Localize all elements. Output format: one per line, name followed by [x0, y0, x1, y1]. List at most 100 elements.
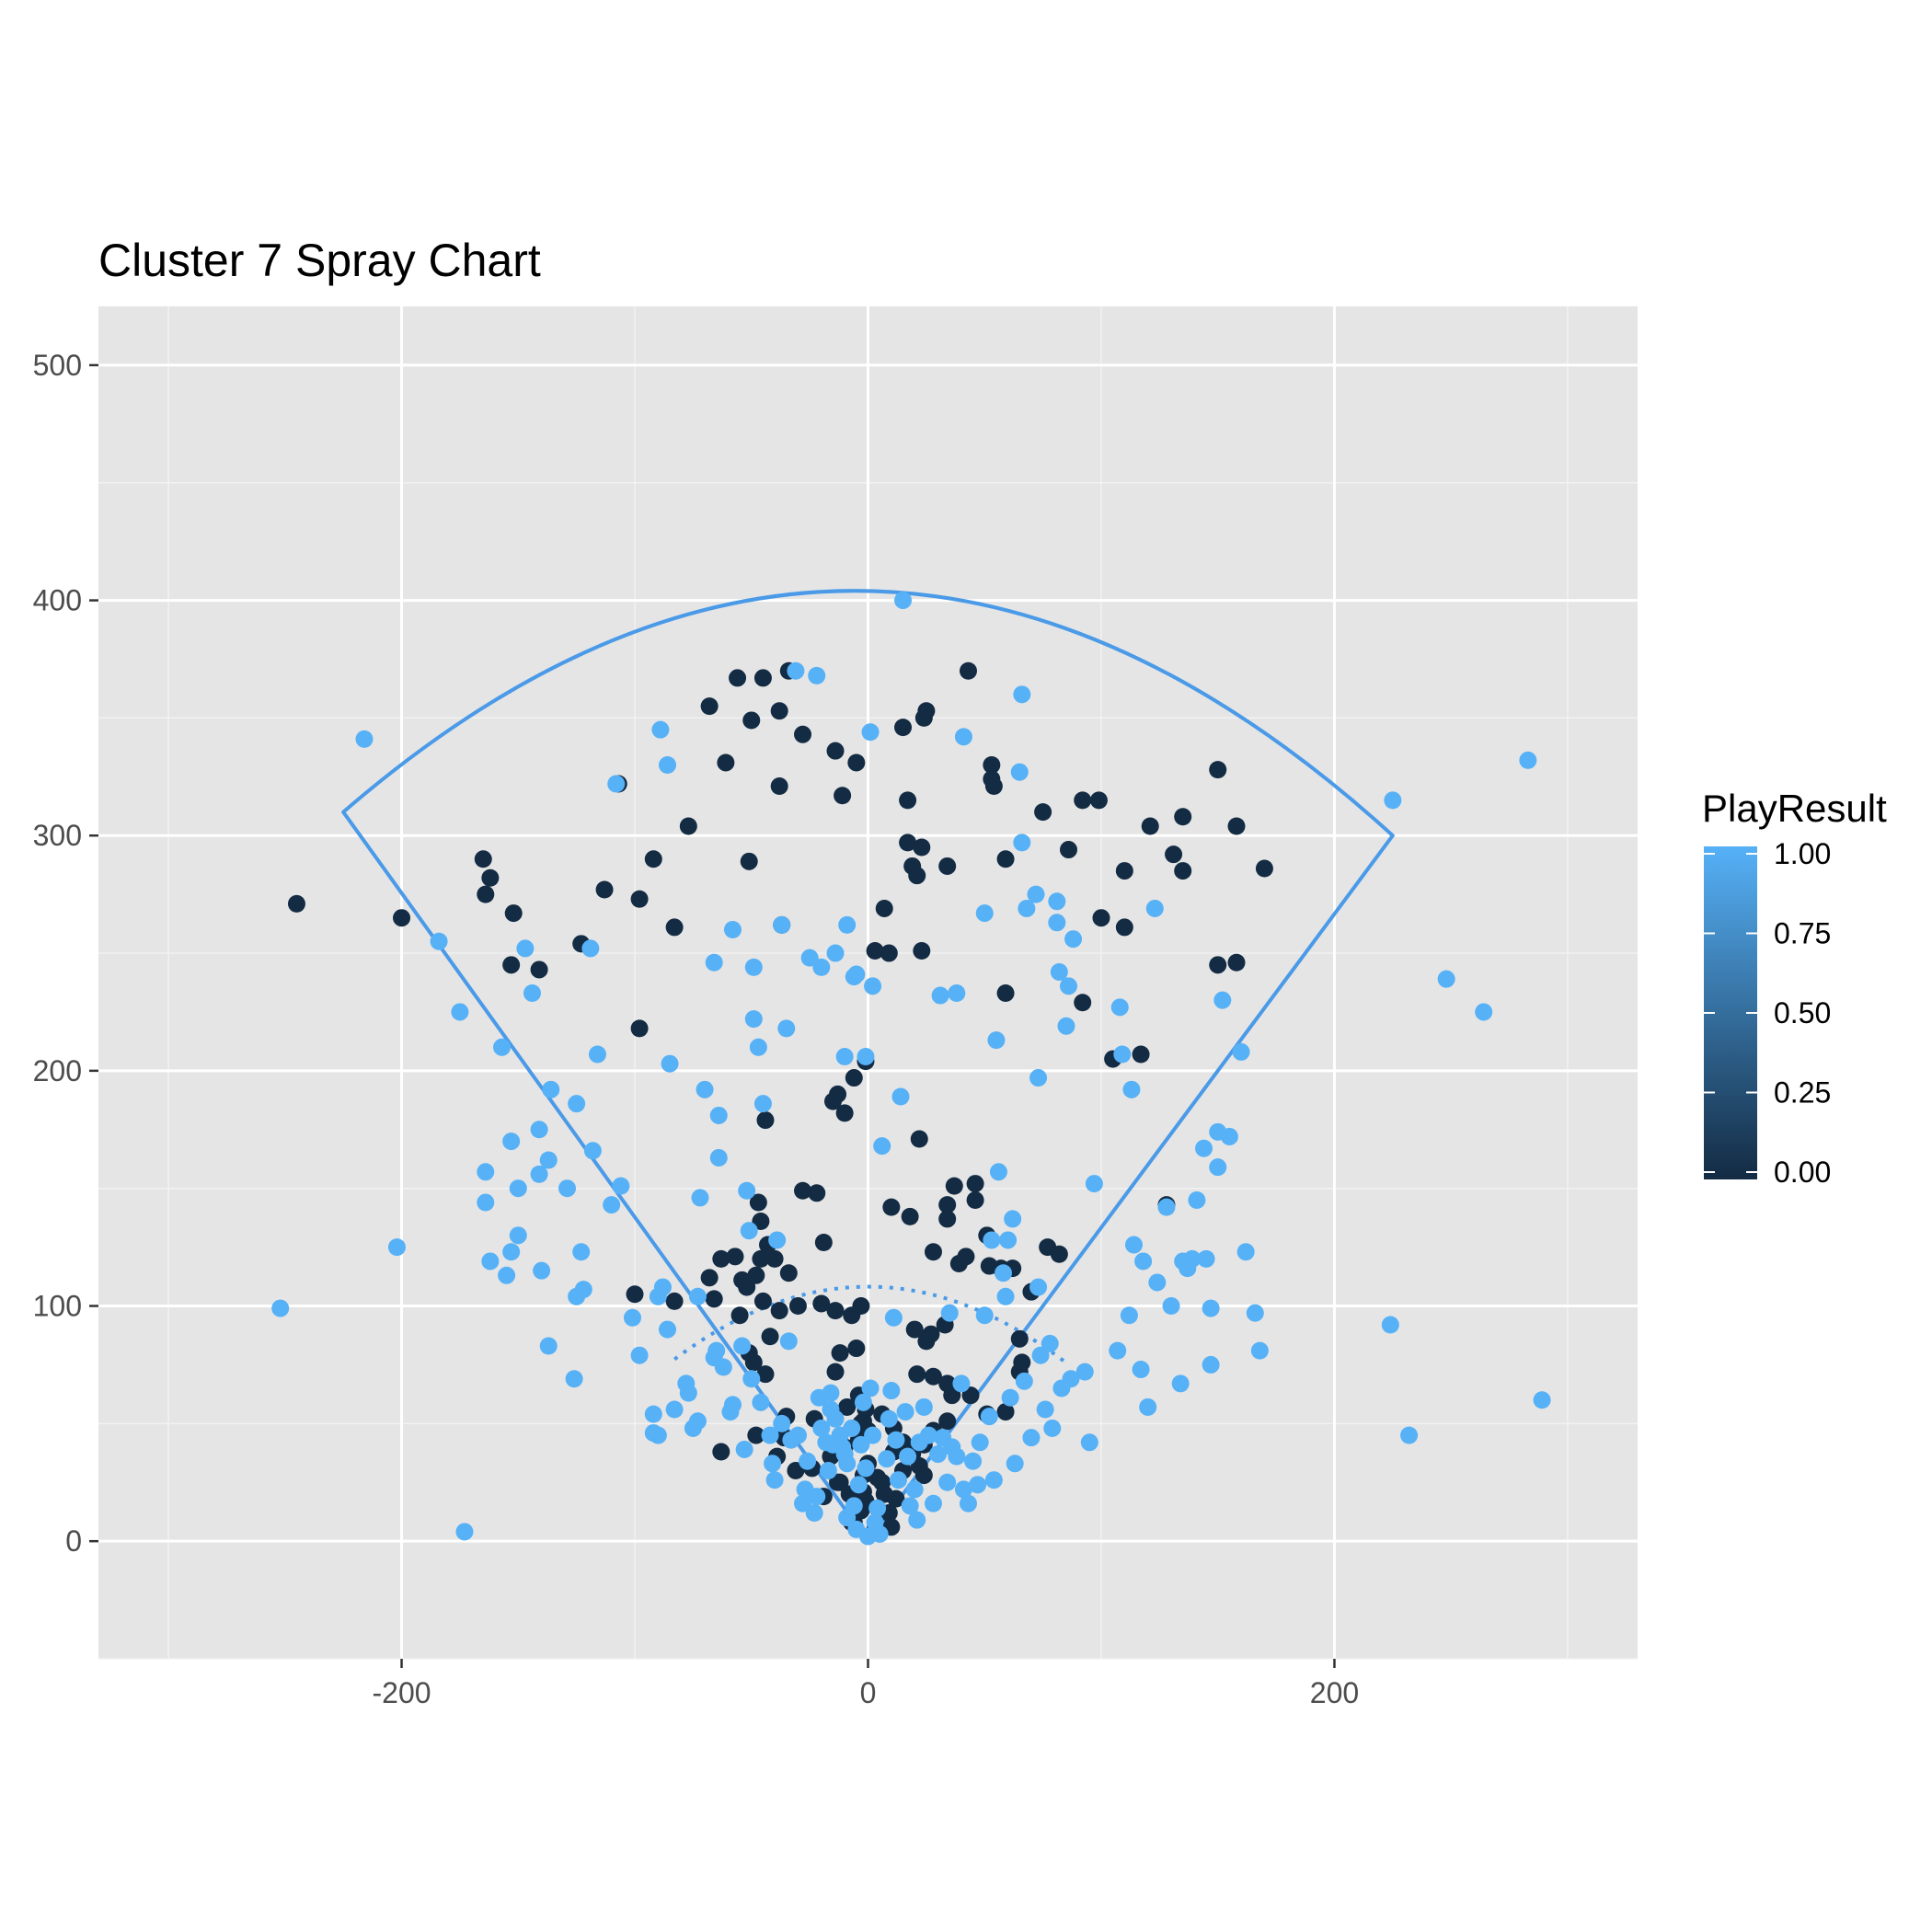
data-point	[726, 1248, 744, 1266]
data-point	[882, 1198, 901, 1216]
data-point	[493, 1038, 512, 1056]
data-point	[959, 661, 977, 680]
data-point	[733, 1337, 752, 1355]
data-point	[910, 1130, 928, 1148]
data-point	[387, 1238, 406, 1257]
data-point	[838, 1455, 857, 1473]
data-point	[838, 1397, 857, 1416]
data-point	[899, 1447, 917, 1466]
data-point	[744, 958, 763, 976]
data-point	[752, 1212, 770, 1230]
data-point	[1188, 1190, 1206, 1209]
data-point	[502, 1133, 521, 1151]
data-point	[1062, 1370, 1080, 1388]
data-point	[913, 838, 931, 857]
data-point	[959, 1494, 977, 1512]
data-point	[812, 1294, 831, 1313]
data-point	[1022, 1429, 1041, 1447]
data-point	[812, 958, 831, 976]
data-point	[996, 1287, 1015, 1305]
data-point	[975, 1306, 994, 1325]
data-point	[891, 1087, 910, 1106]
data-point	[1213, 991, 1232, 1009]
data-point	[723, 920, 742, 938]
data-point	[843, 1419, 861, 1437]
data-point	[765, 1249, 784, 1268]
data-point	[765, 1471, 784, 1489]
data-point	[1141, 817, 1159, 835]
data-point	[788, 1297, 807, 1316]
data-point	[1139, 1397, 1157, 1416]
data-point	[873, 1137, 891, 1156]
data-point	[887, 1431, 905, 1449]
data-point	[1115, 862, 1133, 880]
data-point	[659, 1320, 677, 1339]
data-point	[653, 1278, 672, 1296]
data-point	[826, 1302, 845, 1320]
data-point	[857, 1459, 875, 1478]
y-tick-label: 300	[33, 819, 82, 852]
data-point	[607, 775, 626, 793]
data-point	[481, 1252, 500, 1271]
data-point	[707, 1341, 726, 1360]
data-point	[752, 1249, 770, 1268]
data-point	[770, 702, 788, 720]
data-point	[812, 1419, 831, 1437]
data-point	[838, 915, 857, 934]
data-point	[756, 1365, 775, 1384]
data-point	[651, 720, 670, 739]
data-point	[477, 1163, 495, 1181]
y-tick-label: 200	[33, 1054, 82, 1087]
data-point	[1013, 685, 1031, 704]
data-point	[870, 1525, 889, 1544]
data-point	[948, 1447, 966, 1466]
data-point	[1122, 1080, 1141, 1098]
data-point	[530, 960, 548, 979]
data-point	[996, 1403, 1015, 1421]
data-point	[477, 1193, 495, 1212]
data-point	[1145, 899, 1164, 917]
data-point	[849, 1476, 868, 1494]
data-point	[777, 1019, 796, 1038]
data-point	[1209, 956, 1227, 974]
data-point	[1089, 791, 1108, 810]
data-point	[477, 885, 495, 903]
data-point	[966, 1190, 984, 1209]
data-point	[430, 932, 448, 950]
data-point	[1029, 1069, 1048, 1087]
field-outline	[341, 589, 1395, 1544]
data-point	[393, 909, 411, 927]
data-point	[1013, 834, 1031, 852]
data-point	[565, 1370, 583, 1388]
data-point	[659, 756, 677, 775]
data-point	[989, 1163, 1007, 1181]
data-point	[530, 1121, 548, 1139]
data-point	[700, 1269, 719, 1287]
data-point	[630, 890, 649, 908]
data-point	[753, 669, 772, 687]
data-point	[696, 1080, 714, 1098]
data-point	[808, 1488, 826, 1506]
data-point	[474, 850, 492, 868]
data-point	[822, 1384, 840, 1402]
data-point	[954, 1480, 972, 1499]
data-point	[971, 1433, 989, 1452]
data-point	[1174, 808, 1192, 826]
data-point	[980, 1408, 998, 1426]
data-point	[768, 1231, 787, 1249]
data-point	[705, 1290, 723, 1308]
data-point	[799, 1452, 817, 1470]
field-boundary	[341, 589, 1395, 1544]
data-point	[787, 661, 805, 680]
data-point	[899, 791, 917, 810]
data-point	[908, 867, 926, 885]
data-point	[712, 1443, 730, 1461]
data-point	[688, 1412, 707, 1431]
colorbar-label: 0.50	[1774, 996, 1831, 1029]
data-point	[1059, 977, 1077, 995]
colorbar-label: 0.00	[1774, 1156, 1831, 1189]
data-point	[1015, 1372, 1033, 1390]
data-point	[873, 1473, 891, 1491]
data-point	[612, 1177, 630, 1195]
data-point	[1381, 1316, 1399, 1334]
